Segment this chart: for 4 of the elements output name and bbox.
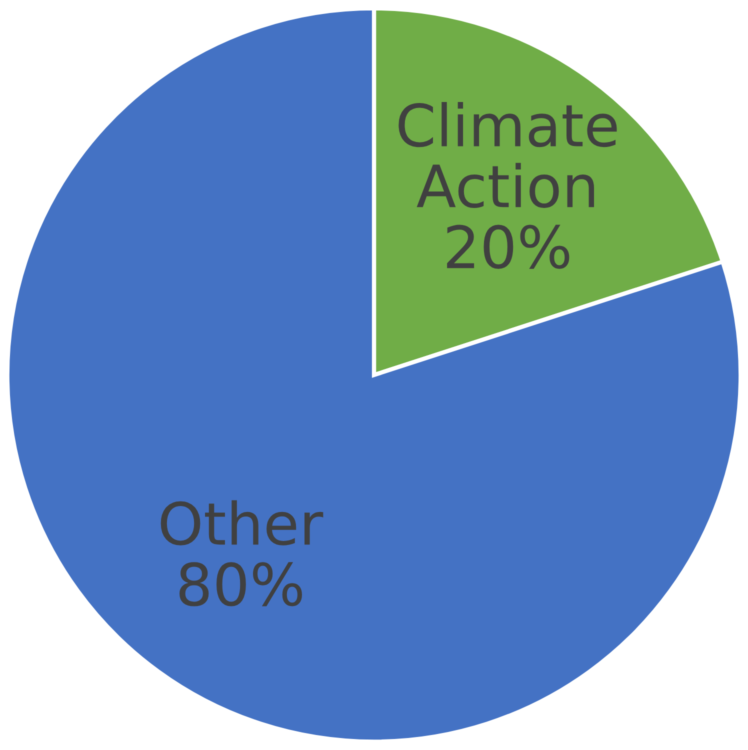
slice-label: Other <box>160 500 324 546</box>
data-label: 20% <box>447 224 570 269</box>
slice-label: Climate Action <box>398 102 617 208</box>
data-label: 80% <box>180 562 302 606</box>
